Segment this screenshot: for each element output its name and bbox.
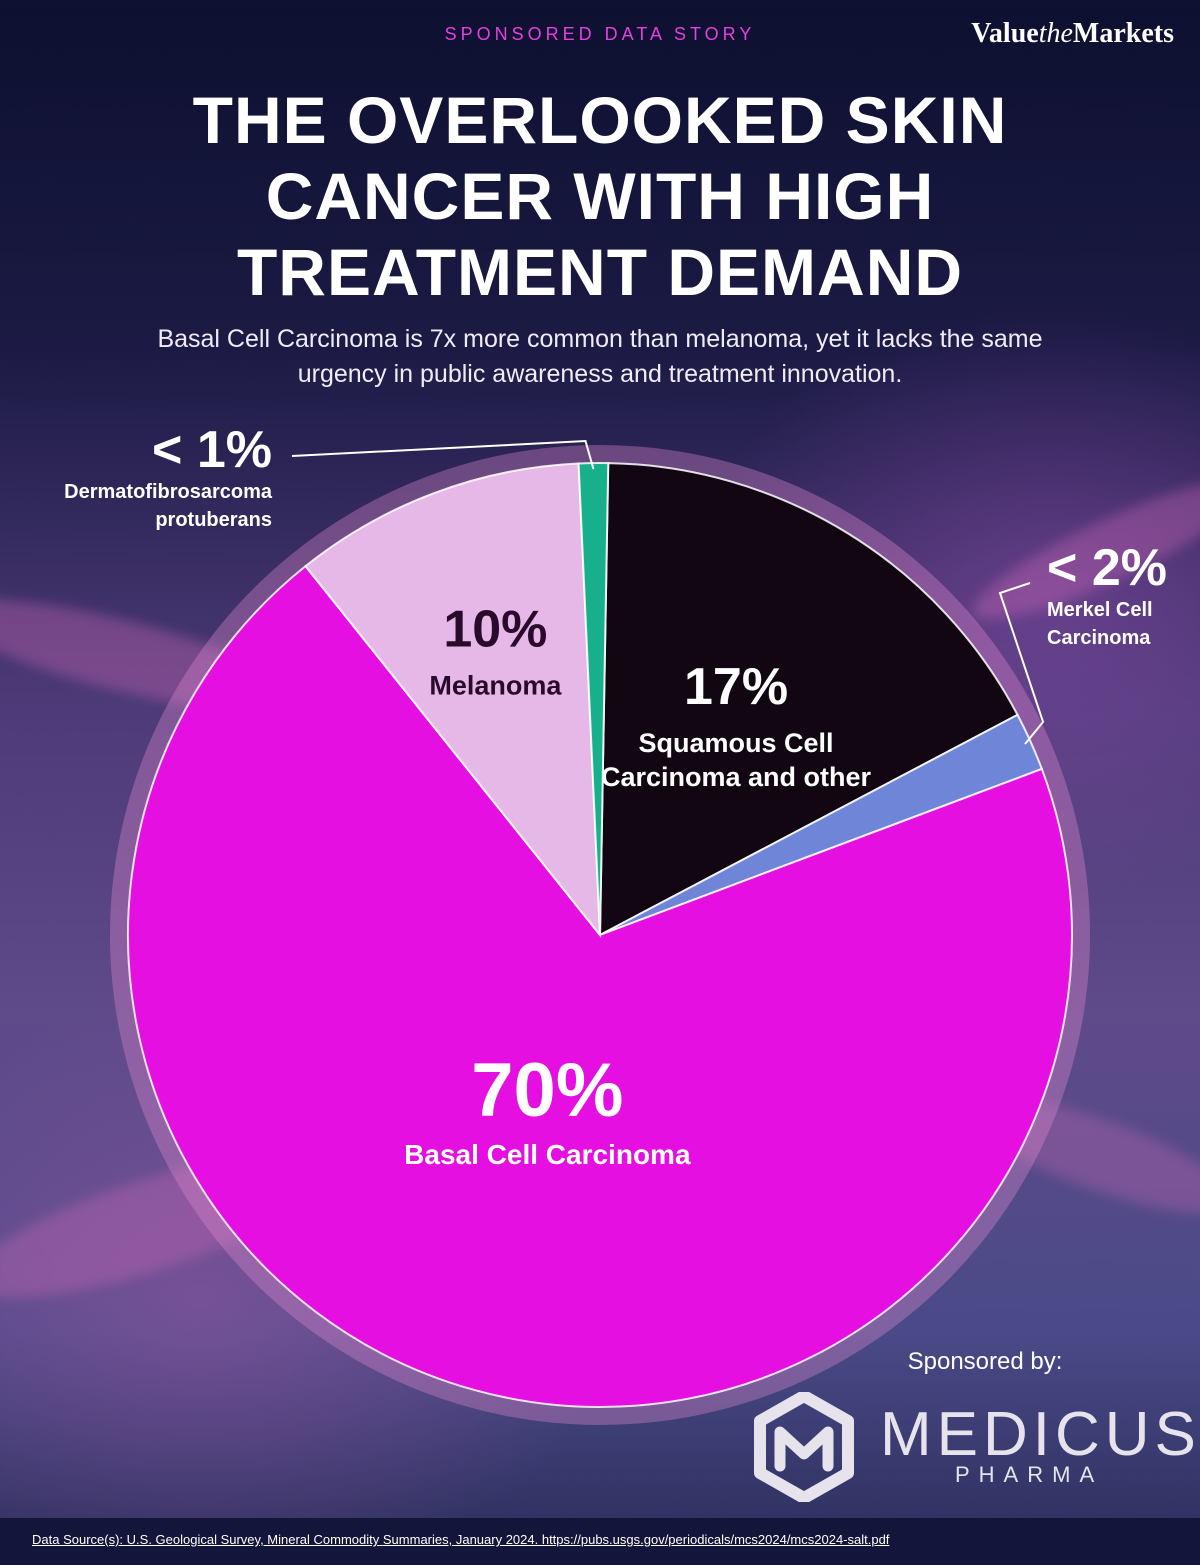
footer: Data Source(s): U.S. Geological Survey, … — [0, 1518, 1200, 1565]
data-label-name-2-0: Basal Cell Carcinoma — [404, 1139, 691, 1170]
title-line-2: CANCER WITH HIGH — [265, 159, 935, 233]
sponsor-sub: PHARMA — [955, 1462, 1104, 1487]
brand-logo-part-3: Markets — [1072, 18, 1174, 49]
callout-merkel-cell-label-1: Merkel Cell — [1047, 599, 1153, 621]
sponsor-name: MEDICUS — [880, 1400, 1200, 1469]
page-title: THE OVERLOOKED SKIN CANCER WITH HIGH TRE… — [100, 82, 1100, 310]
data-label-name-0-1: Carcinoma and other — [601, 762, 872, 792]
callout-dermatofibrosarcoma-label-2: protuberans — [155, 509, 272, 531]
pie-slice-melanoma — [304, 462, 602, 939]
data-label-value-0: 17% — [684, 658, 788, 716]
brand-logo: ValuetheMarkets — [971, 18, 1174, 50]
subtitle-line-1: Basal Cell Carcinoma is 7x more common t… — [157, 325, 1043, 353]
subtitle: Basal Cell Carcinoma is 7x more common t… — [100, 322, 1100, 392]
data-label-value-2: 70% — [471, 1048, 623, 1133]
callout-merkel-cell-value: < 2% — [1047, 539, 1167, 597]
pie-slice-dermatofibrosarcoma-protuberans — [577, 462, 610, 936]
callout-merkel-cell-label-2: Carcinoma — [1047, 627, 1151, 649]
title-line-1: THE OVERLOOKED SKIN — [192, 83, 1008, 157]
pie-slice-squamous-cell-carcinoma-and-other — [598, 462, 1019, 937]
data-label-name-0-0: Squamous Cell — [639, 728, 834, 758]
sponsor-label: Sponsored by: — [907, 1348, 1063, 1375]
brand-logo-part-2: the — [1038, 18, 1073, 49]
title-line-3: TREATMENT DEMAND — [236, 235, 964, 309]
leader-line-1 — [998, 582, 1045, 745]
brand-logo-part-1: Value — [971, 18, 1039, 49]
sponsored-tag: SPONSORED DATA STORY — [444, 24, 756, 44]
data-label-value-3: 10% — [443, 601, 547, 659]
subtitle-line-2: urgency in public awareness and treatmen… — [297, 360, 903, 388]
medicus-logo-icon — [754, 1392, 854, 1502]
data-source-link[interactable]: Data Source(s): U.S. Geological Survey, … — [32, 1532, 890, 1547]
callout-dermatofibrosarcoma-value: < 1% — [152, 421, 272, 479]
pie-slice-basal-cell-carcinoma — [127, 564, 1073, 1408]
callout-merkel-cell: < 2% Merkel Cell Carcinoma — [1047, 540, 1197, 652]
leader-line-4 — [291, 440, 595, 470]
data-label-name-3-0: Melanoma — [429, 671, 562, 701]
callout-dermatofibrosarcoma-label-1: Dermatofibrosarcoma — [64, 481, 272, 503]
callout-dermatofibrosarcoma: < 1% Dermatofibrosarcoma protuberans — [30, 422, 272, 534]
